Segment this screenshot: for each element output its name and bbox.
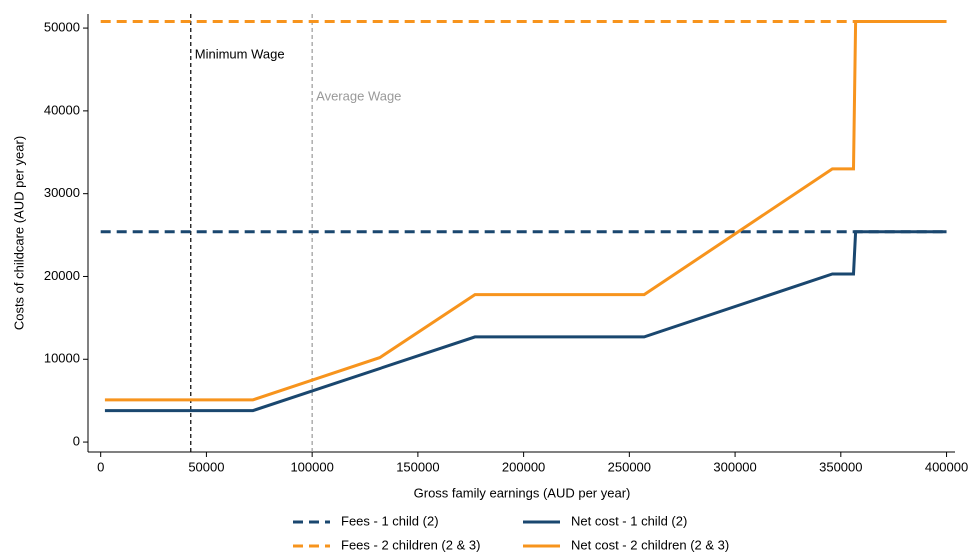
y-tick-label: 40000 — [44, 102, 80, 117]
x-tick-label: 300000 — [713, 459, 756, 474]
legend-label: Net cost - 2 children (2 & 3) — [571, 537, 729, 552]
x-tick-label: 100000 — [290, 459, 333, 474]
series-line — [104, 19, 947, 402]
x-tick-label: 150000 — [396, 459, 439, 474]
y-tick-label: 50000 — [44, 20, 80, 35]
series-line — [104, 230, 947, 413]
legend-label: Net cost - 1 child (2) — [571, 513, 687, 528]
legend-label: Fees - 2 children (2 & 3) — [341, 537, 480, 552]
x-axis-label: Gross family earnings (AUD per year) — [414, 485, 631, 500]
x-tick-label: 50000 — [188, 459, 224, 474]
y-tick-label: 30000 — [44, 185, 80, 200]
x-tick-label: 200000 — [502, 459, 545, 474]
legend-label: Fees - 1 child (2) — [341, 513, 439, 528]
y-tick-label: 0 — [73, 434, 80, 449]
x-tick-label: 350000 — [819, 459, 862, 474]
y-axis-label: Costs of childcare (AUD per year) — [11, 136, 26, 330]
x-tick-label: 0 — [97, 459, 104, 474]
y-tick-label: 10000 — [44, 351, 80, 366]
reference-label: Minimum Wage — [195, 46, 285, 61]
x-tick-label: 400000 — [925, 459, 968, 474]
y-tick-label: 20000 — [44, 268, 80, 283]
x-tick-label: 250000 — [608, 459, 651, 474]
reference-label: Average Wage — [316, 88, 401, 103]
